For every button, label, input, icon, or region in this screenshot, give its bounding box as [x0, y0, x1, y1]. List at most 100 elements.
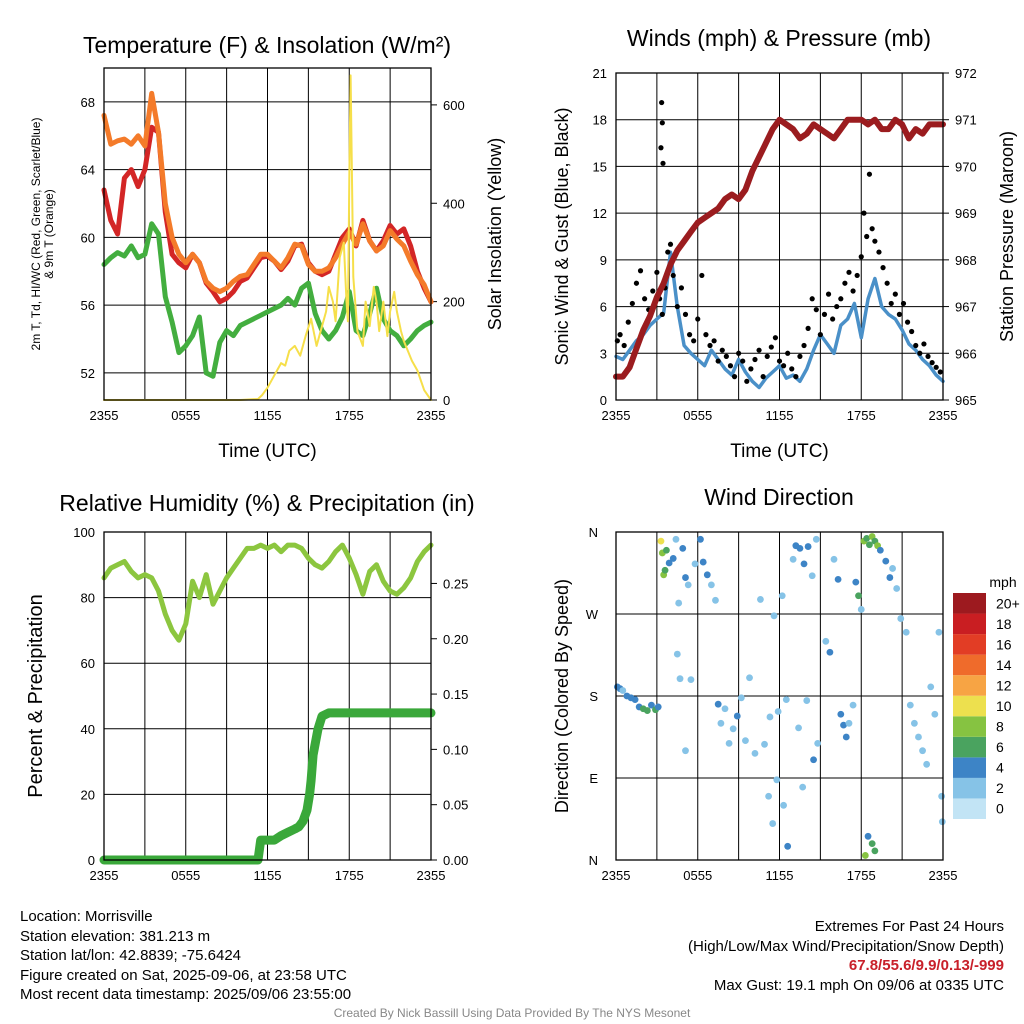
- y2-tick-label: 970: [955, 159, 977, 174]
- direction-point: [927, 683, 935, 691]
- direction-point: [782, 696, 790, 704]
- direction-point: [676, 675, 684, 683]
- series-line-solar-insolation: [103, 74, 432, 401]
- y2-tick-label: 0.25: [443, 576, 468, 591]
- direction-point: [845, 719, 853, 727]
- y2-tick-label: 200: [443, 295, 465, 310]
- legend-swatch: [953, 613, 986, 635]
- panel-1: Temperature (F) & Insolation (W/m²) 52 56 6…: [29, 32, 505, 462]
- gust-point: [921, 341, 927, 347]
- series-line-9m-t: [101, 90, 434, 305]
- plot-frame: [103, 67, 432, 401]
- direction-point: [648, 701, 655, 709]
- direction-point: [729, 725, 737, 733]
- legend-label: 6: [996, 739, 1004, 755]
- direction-point: [679, 545, 687, 552]
- y-tick-label: E: [589, 771, 598, 786]
- legend-label: 0: [996, 801, 1004, 817]
- gust-point: [678, 285, 685, 291]
- gust-point: [642, 296, 648, 302]
- plot-frame: [103, 531, 432, 861]
- direction-point: [889, 565, 896, 572]
- gust-point: [748, 366, 754, 372]
- gust-point: [913, 342, 919, 349]
- gust-point: [880, 265, 886, 271]
- y2-tick-label: 400: [443, 196, 465, 211]
- direction-point: [746, 674, 753, 682]
- x-tick-label: 2355: [929, 868, 958, 883]
- gust-point: [825, 291, 832, 297]
- gust-point: [896, 311, 903, 317]
- direction-point: [631, 696, 639, 704]
- y-tick-label: 100: [73, 525, 95, 540]
- direction-point: [721, 705, 729, 713]
- direction-point: [915, 733, 922, 741]
- gust-point: [682, 311, 689, 317]
- direction-point: [812, 535, 820, 543]
- legend-title: mph: [989, 574, 1016, 590]
- x-tick-label: 2355: [90, 868, 119, 883]
- gust-point: [665, 249, 671, 255]
- legend-swatch: [953, 695, 986, 717]
- x-axis-label: Time (UTC): [730, 441, 829, 462]
- direction-point: [699, 558, 707, 566]
- gust-point: [764, 353, 770, 359]
- direction-point: [800, 560, 808, 568]
- gust-point: [660, 160, 666, 166]
- direction-point: [784, 842, 792, 850]
- y-axis-label: 2m T, Td, HI/WC (Red, Green, Scarlet/Blu…: [29, 118, 43, 351]
- direction-point: [619, 687, 627, 694]
- y2-tick-label: 0.20: [443, 632, 468, 647]
- direction-point: [799, 783, 807, 791]
- direction-point: [804, 543, 812, 550]
- gust-point: [621, 342, 627, 349]
- y2-tick-label: 600: [443, 98, 465, 113]
- y-tick-label: 60: [81, 230, 95, 245]
- chart-title: Winds (mph) & Pressure (mb): [627, 25, 931, 51]
- legend-swatch: [953, 675, 986, 696]
- station-info: Location: Morrisville Station elevation:…: [20, 907, 351, 1005]
- chart-title: Wind Direction: [704, 484, 854, 510]
- gust-point: [723, 353, 729, 359]
- y-axis-label: Percent & Precipitation: [25, 594, 47, 797]
- gust-point: [864, 233, 870, 240]
- gust-point: [667, 241, 674, 247]
- legend-label: 2: [996, 780, 1004, 796]
- direction-point: [657, 537, 665, 545]
- direction-point: [910, 719, 918, 727]
- x-tick-label: 1155: [766, 408, 794, 423]
- direction-point: [864, 832, 872, 840]
- gust-point: [876, 249, 882, 255]
- legend-label: 16: [996, 636, 1012, 652]
- legend-swatch: [953, 777, 986, 799]
- direction-point: [855, 592, 862, 600]
- y-tick-label: 9: [600, 253, 607, 268]
- direction-point: [761, 740, 768, 748]
- direction-point: [691, 560, 699, 568]
- direction-point: [682, 574, 689, 581]
- direction-point: [773, 776, 781, 784]
- y-tick-label: 60: [81, 656, 95, 671]
- gust-point: [858, 254, 864, 260]
- direction-point: [882, 557, 890, 565]
- direction-point: [725, 739, 733, 747]
- gust-point: [658, 145, 664, 151]
- gust-point: [797, 353, 803, 359]
- y-tick-label: 6: [600, 300, 607, 315]
- y-tick-label: 40: [81, 722, 95, 737]
- gust-point: [834, 303, 840, 310]
- gust-point: [772, 335, 779, 341]
- gust-point: [821, 311, 828, 317]
- direction-point: [830, 555, 838, 563]
- direction-point: [663, 546, 670, 554]
- y2-tick-label: 966: [955, 346, 977, 361]
- y-tick-label: S: [589, 689, 598, 704]
- gust-point: [670, 272, 676, 279]
- direction-point: [938, 792, 946, 800]
- direction-point: [871, 847, 879, 855]
- gust-point: [760, 374, 766, 380]
- legend-swatch: [953, 654, 986, 676]
- direction-point: [803, 697, 811, 704]
- y2-tick-label: 968: [955, 253, 977, 268]
- gust-point: [805, 325, 811, 331]
